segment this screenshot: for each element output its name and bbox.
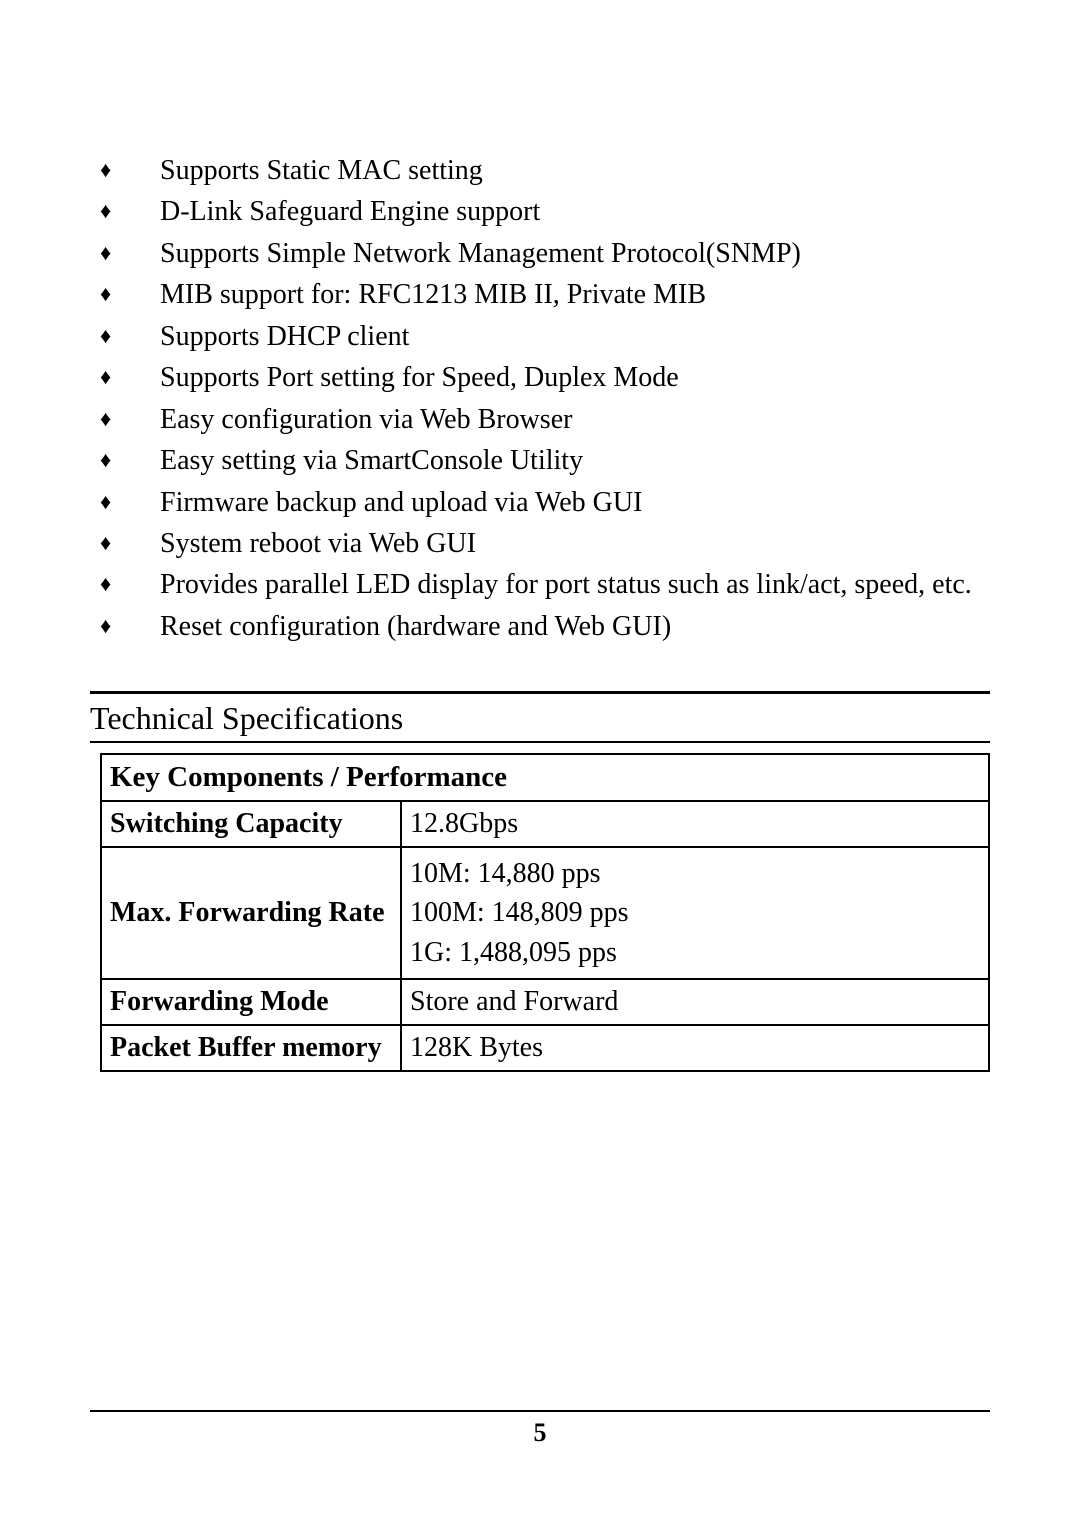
table-row: Max. Forwarding Rate 10M: 14,880 pps 100… [101, 847, 989, 979]
value-line: 100M: 148,809 pps [410, 893, 980, 932]
diamond-bullet-icon: ♦ [100, 564, 160, 601]
table-row: Switching Capacity 12.8Gbps [101, 801, 989, 847]
table-row: Packet Buffer memory 128K Bytes [101, 1025, 989, 1071]
list-item: ♦Provides parallel LED display for port … [100, 564, 990, 605]
feature-text: Easy setting via SmartConsole Utility [160, 440, 990, 481]
list-item: ♦Supports Simple Network Management Prot… [100, 233, 990, 274]
diamond-bullet-icon: ♦ [100, 274, 160, 311]
feature-text: D-Link Safeguard Engine support [160, 191, 990, 232]
feature-list: ♦Supports Static MAC setting ♦D-Link Saf… [90, 150, 990, 647]
footer-rule [90, 1410, 990, 1412]
table-header: Key Components / Performance [101, 754, 989, 801]
diamond-bullet-icon: ♦ [100, 606, 160, 643]
list-item: ♦Supports Port setting for Speed, Duplex… [100, 357, 990, 398]
row-label: Packet Buffer memory [101, 1025, 401, 1071]
row-value: 128K Bytes [401, 1025, 989, 1071]
table-header-row: Key Components / Performance [101, 754, 989, 801]
feature-text: Supports Port setting for Speed, Duplex … [160, 357, 990, 398]
diamond-bullet-icon: ♦ [100, 440, 160, 477]
row-label: Max. Forwarding Rate [101, 847, 401, 979]
list-item: ♦MIB support for: RFC1213 MIB II, Privat… [100, 274, 990, 315]
list-item: ♦Firmware backup and upload via Web GUI [100, 482, 990, 523]
row-value: 12.8Gbps [401, 801, 989, 847]
diamond-bullet-icon: ♦ [100, 191, 160, 228]
diamond-bullet-icon: ♦ [100, 316, 160, 353]
diamond-bullet-icon: ♦ [100, 357, 160, 394]
spec-table: Key Components / Performance Switching C… [100, 753, 990, 1072]
feature-text: Reset configuration (hardware and Web GU… [160, 606, 990, 647]
list-item: ♦Supports Static MAC setting [100, 150, 990, 191]
section-title: Technical Specifications [90, 694, 990, 741]
diamond-bullet-icon: ♦ [100, 233, 160, 270]
page-number: 5 [90, 1418, 990, 1448]
value-line: 1G: 1,488,095 pps [410, 933, 980, 972]
diamond-bullet-icon: ♦ [100, 399, 160, 436]
list-item: ♦D-Link Safeguard Engine support [100, 191, 990, 232]
row-label: Forwarding Mode [101, 979, 401, 1025]
row-value: Store and Forward [401, 979, 989, 1025]
feature-text: MIB support for: RFC1213 MIB II, Private… [160, 274, 990, 315]
diamond-bullet-icon: ♦ [100, 523, 160, 560]
row-value: 10M: 14,880 pps 100M: 148,809 pps 1G: 1,… [401, 847, 989, 979]
diamond-bullet-icon: ♦ [100, 482, 160, 519]
feature-text: Easy configuration via Web Browser [160, 399, 990, 440]
value-line: 10M: 14,880 pps [410, 854, 980, 893]
list-item: ♦Easy configuration via Web Browser [100, 399, 990, 440]
table-row: Forwarding Mode Store and Forward [101, 979, 989, 1025]
diamond-bullet-icon: ♦ [100, 150, 160, 187]
feature-text: System reboot via Web GUI [160, 523, 990, 564]
list-item: ♦Reset configuration (hardware and Web G… [100, 606, 990, 647]
list-item: ♦System reboot via Web GUI [100, 523, 990, 564]
section-rule-bottom [90, 741, 990, 743]
list-item: ♦Easy setting via SmartConsole Utility [100, 440, 990, 481]
footer: 5 [90, 1410, 990, 1448]
feature-text: Supports Simple Network Management Proto… [160, 233, 990, 274]
feature-text: Provides parallel LED display for port s… [160, 564, 990, 605]
list-item: ♦Supports DHCP client [100, 316, 990, 357]
feature-text: Supports Static MAC setting [160, 150, 990, 191]
row-label: Switching Capacity [101, 801, 401, 847]
feature-text: Supports DHCP client [160, 316, 990, 357]
feature-text: Firmware backup and upload via Web GUI [160, 482, 990, 523]
